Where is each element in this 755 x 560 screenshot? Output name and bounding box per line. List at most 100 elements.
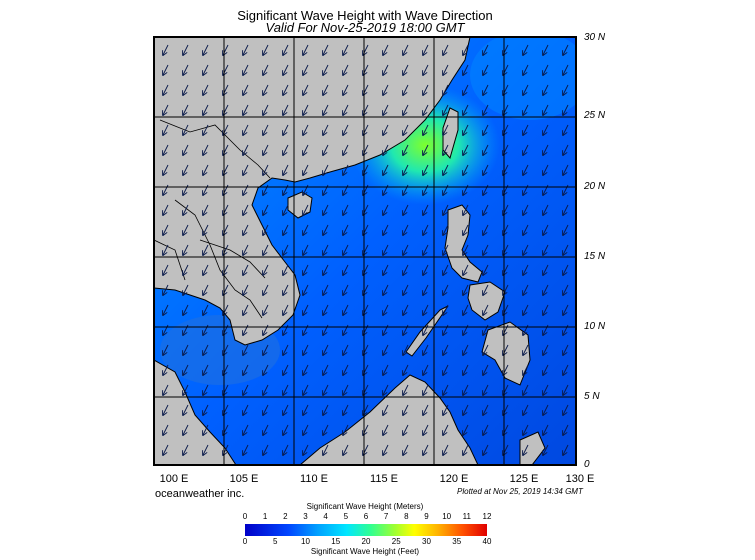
- wave-direction-arrow: [203, 384, 209, 395]
- wave-direction-arrow: [463, 364, 469, 375]
- wave-direction-arrow: [283, 64, 289, 75]
- wave-direction-arrow: [423, 144, 429, 155]
- meter-tick: 1: [262, 512, 268, 521]
- colorbar-title-feet: Significant Wave Height (Feet): [310, 547, 420, 556]
- wave-direction-arrow: [283, 384, 289, 395]
- wave-direction-arrow: [283, 124, 289, 135]
- wave-direction-arrow: [523, 364, 529, 375]
- wave-direction-arrow: [563, 104, 569, 115]
- wave-direction-arrow: [463, 304, 469, 315]
- wave-direction-arrow: [163, 364, 169, 375]
- map-subtitle: Valid For Nov-25-2019 18:00 GMT: [265, 20, 465, 35]
- wave-direction-arrow: [543, 104, 549, 115]
- meter-tick: 8: [404, 512, 409, 521]
- wave-direction-arrow: [483, 264, 489, 275]
- wave-direction-arrow: [423, 164, 429, 175]
- wave-direction-arrow: [283, 264, 289, 275]
- wave-direction-arrow: [383, 384, 389, 395]
- wave-direction-arrow: [323, 444, 329, 455]
- wave-direction-arrow: [323, 404, 329, 415]
- feet-tick: 25: [391, 537, 401, 546]
- wave-direction-arrow: [263, 204, 269, 215]
- wave-direction-arrow: [563, 284, 569, 295]
- land-malay-peninsula: [154, 359, 237, 465]
- land-visayas: [467, 281, 506, 321]
- wave-direction-arrow: [403, 224, 409, 235]
- wave-direction-arrow: [403, 84, 409, 95]
- wave-direction-arrow: [303, 304, 309, 315]
- brand-label: oceanweather inc.: [155, 488, 245, 500]
- wave-direction-arrow: [423, 64, 429, 75]
- wave-direction-arrow: [523, 264, 529, 275]
- wave-direction-arrow: [403, 44, 409, 55]
- wave-direction-arrow: [243, 164, 249, 175]
- wave-direction-arrow: [163, 384, 169, 395]
- wave-direction-arrow: [163, 244, 169, 255]
- wave-direction-arrow: [183, 164, 189, 175]
- wave-direction-arrow: [263, 64, 269, 75]
- lon-label-115e: 115 E: [370, 473, 398, 485]
- wave-direction-arrow: [323, 244, 329, 255]
- wave-direction-arrow: [263, 384, 269, 395]
- wave-direction-arrow: [163, 44, 169, 55]
- wave-direction-arrow: [423, 204, 429, 215]
- wave-direction-arrow: [163, 204, 169, 215]
- wave-direction-arrow: [463, 164, 469, 175]
- wave-direction-arrow: [183, 404, 189, 415]
- wave-direction-arrow: [463, 424, 469, 435]
- wave-direction-arrow: [243, 84, 249, 95]
- wave-direction-arrow: [463, 444, 469, 455]
- wave-direction-arrow: [163, 104, 169, 115]
- wave-direction-arrow: [163, 404, 169, 415]
- wave-direction-arrow: [463, 384, 469, 395]
- feet-tick: 0: [242, 537, 248, 546]
- wave-direction-arrow: [483, 384, 489, 395]
- wave-direction-arrow: [243, 144, 249, 155]
- wave-direction-arrow: [463, 224, 469, 235]
- graticule: [154, 37, 576, 465]
- wave-direction-arrow: [323, 204, 329, 215]
- wave-direction-arrow: [483, 164, 489, 175]
- wave-direction-arrow: [323, 224, 329, 235]
- meter-tick: 10: [442, 512, 452, 521]
- wave-direction-arrow: [163, 64, 169, 75]
- wave-direction-arrow: [563, 304, 569, 315]
- wave-direction-arrow: [523, 204, 529, 215]
- wave-direction-arrow: [183, 344, 189, 355]
- wave-direction-arrow: [283, 164, 289, 175]
- wave-direction-arrow: [403, 104, 409, 115]
- wave-direction-arrow: [303, 64, 309, 75]
- map-frame: [153, 36, 577, 466]
- colorbar: [245, 524, 487, 536]
- wave-direction-arrow: [443, 64, 449, 75]
- wave-direction-arrow: [523, 84, 529, 95]
- wave-direction-arrow: [403, 404, 409, 415]
- feet-tick: 20: [361, 537, 371, 546]
- wave-direction-arrow: [303, 204, 309, 215]
- wave-direction-arrow: [483, 204, 489, 215]
- wave-direction-arrow: [383, 444, 389, 455]
- wave-direction-arrow: [563, 264, 569, 275]
- wave-direction-arrow: [303, 284, 309, 295]
- wave-direction-arrow: [563, 224, 569, 235]
- wave-direction-arrow: [243, 104, 249, 115]
- wave-direction-arrow: [203, 124, 209, 135]
- wave-direction-arrow: [543, 344, 549, 355]
- wave-direction-arrow: [463, 64, 469, 75]
- wave-direction-arrow: [323, 284, 329, 295]
- wave-direction-arrow: [443, 44, 449, 55]
- wave-direction-arrow: [243, 404, 249, 415]
- wave-direction-arrow: [523, 344, 529, 355]
- wave-direction-arrow: [523, 424, 529, 435]
- wave-direction-arrow: [383, 144, 389, 155]
- land-taiwan: [442, 107, 459, 160]
- wave-direction-arrow: [523, 444, 529, 455]
- wave-direction-arrow: [443, 124, 449, 135]
- wave-direction-arrow: [263, 264, 269, 275]
- wave-direction-arrow: [423, 104, 429, 115]
- wave-direction-arrow: [383, 224, 389, 235]
- wave-direction-arrow: [303, 144, 309, 155]
- lat-label-20n: 20 N: [584, 181, 606, 192]
- wave-direction-arrow: [463, 44, 469, 55]
- feet-tick: 10: [301, 537, 310, 546]
